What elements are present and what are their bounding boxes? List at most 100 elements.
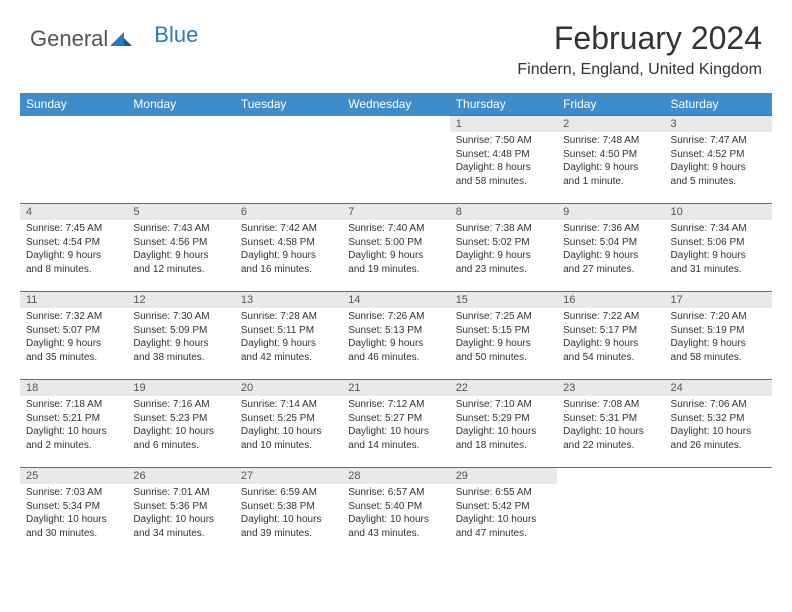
day-content: Sunrise: 7:20 AMSunset: 5:19 PMDaylight:… <box>665 308 772 368</box>
sunrise-text: Sunrise: 7:10 AM <box>456 398 551 412</box>
calendar-day-cell: 8Sunrise: 7:38 AMSunset: 5:02 PMDaylight… <box>450 204 557 292</box>
day-number: 3 <box>665 116 772 132</box>
sunset-text: Sunset: 4:56 PM <box>133 236 228 250</box>
daylight-line1: Daylight: 9 hours <box>563 161 658 175</box>
day-content: Sunrise: 7:42 AMSunset: 4:58 PMDaylight:… <box>235 220 342 280</box>
calendar-body: 1Sunrise: 7:50 AMSunset: 4:48 PMDaylight… <box>20 116 772 556</box>
day-content: Sunrise: 7:36 AMSunset: 5:04 PMDaylight:… <box>557 220 664 280</box>
calendar-day-cell: 5Sunrise: 7:43 AMSunset: 4:56 PMDaylight… <box>127 204 234 292</box>
day-content: Sunrise: 7:14 AMSunset: 5:25 PMDaylight:… <box>235 396 342 456</box>
day-number: 19 <box>127 380 234 396</box>
sunset-text: Sunset: 5:21 PM <box>26 412 121 426</box>
calendar-day-cell <box>557 468 664 556</box>
sunset-text: Sunset: 5:04 PM <box>563 236 658 250</box>
calendar-day-cell: 13Sunrise: 7:28 AMSunset: 5:11 PMDayligh… <box>235 292 342 380</box>
sunrise-text: Sunrise: 7:08 AM <box>563 398 658 412</box>
daylight-line1: Daylight: 9 hours <box>671 249 766 263</box>
daylight-line2: and 18 minutes. <box>456 439 551 453</box>
day-number: 10 <box>665 204 772 220</box>
sunrise-text: Sunrise: 7:25 AM <box>456 310 551 324</box>
sunrise-text: Sunrise: 7:12 AM <box>348 398 443 412</box>
daylight-line2: and 16 minutes. <box>241 263 336 277</box>
sunrise-text: Sunrise: 7:30 AM <box>133 310 228 324</box>
daylight-line2: and 35 minutes. <box>26 351 121 365</box>
day-number: 28 <box>342 468 449 484</box>
daylight-line1: Daylight: 10 hours <box>456 425 551 439</box>
day-number: 25 <box>20 468 127 484</box>
daylight-line1: Daylight: 10 hours <box>456 513 551 527</box>
calendar-week-row: 4Sunrise: 7:45 AMSunset: 4:54 PMDaylight… <box>20 204 772 292</box>
day-content: Sunrise: 7:25 AMSunset: 5:15 PMDaylight:… <box>450 308 557 368</box>
day-content: Sunrise: 7:08 AMSunset: 5:31 PMDaylight:… <box>557 396 664 456</box>
calendar-table: SundayMondayTuesdayWednesdayThursdayFrid… <box>20 93 772 556</box>
sunrise-text: Sunrise: 7:26 AM <box>348 310 443 324</box>
empty-day <box>235 116 342 132</box>
calendar-day-cell: 1Sunrise: 7:50 AMSunset: 4:48 PMDaylight… <box>450 116 557 204</box>
calendar-day-cell: 12Sunrise: 7:30 AMSunset: 5:09 PMDayligh… <box>127 292 234 380</box>
sunrise-text: Sunrise: 6:59 AM <box>241 486 336 500</box>
daylight-line1: Daylight: 10 hours <box>133 513 228 527</box>
sunrise-text: Sunrise: 7:01 AM <box>133 486 228 500</box>
daylight-line1: Daylight: 9 hours <box>456 337 551 351</box>
sunset-text: Sunset: 5:13 PM <box>348 324 443 338</box>
sunset-text: Sunset: 4:58 PM <box>241 236 336 250</box>
empty-day <box>127 116 234 132</box>
daylight-line1: Daylight: 9 hours <box>671 337 766 351</box>
daylight-line1: Daylight: 10 hours <box>241 513 336 527</box>
day-number: 26 <box>127 468 234 484</box>
sunset-text: Sunset: 5:38 PM <box>241 500 336 514</box>
day-number: 18 <box>20 380 127 396</box>
sunset-text: Sunset: 5:11 PM <box>241 324 336 338</box>
sunset-text: Sunset: 5:17 PM <box>563 324 658 338</box>
sunrise-text: Sunrise: 6:57 AM <box>348 486 443 500</box>
sunset-text: Sunset: 5:27 PM <box>348 412 443 426</box>
day-content: Sunrise: 7:18 AMSunset: 5:21 PMDaylight:… <box>20 396 127 456</box>
daylight-line1: Daylight: 8 hours <box>456 161 551 175</box>
day-number: 8 <box>450 204 557 220</box>
sunset-text: Sunset: 4:52 PM <box>671 148 766 162</box>
daylight-line1: Daylight: 10 hours <box>26 513 121 527</box>
daylight-line2: and 10 minutes. <box>241 439 336 453</box>
day-content: Sunrise: 7:34 AMSunset: 5:06 PMDaylight:… <box>665 220 772 280</box>
weekday-header: Saturday <box>665 93 772 116</box>
daylight-line2: and 2 minutes. <box>26 439 121 453</box>
day-number: 7 <box>342 204 449 220</box>
day-number: 4 <box>20 204 127 220</box>
day-content: Sunrise: 7:22 AMSunset: 5:17 PMDaylight:… <box>557 308 664 368</box>
day-content: Sunrise: 6:57 AMSunset: 5:40 PMDaylight:… <box>342 484 449 544</box>
day-number: 24 <box>665 380 772 396</box>
location: Findern, England, United Kingdom <box>517 61 762 79</box>
calendar-week-row: 18Sunrise: 7:18 AMSunset: 5:21 PMDayligh… <box>20 380 772 468</box>
daylight-line1: Daylight: 10 hours <box>133 425 228 439</box>
sunset-text: Sunset: 4:54 PM <box>26 236 121 250</box>
day-content: Sunrise: 7:26 AMSunset: 5:13 PMDaylight:… <box>342 308 449 368</box>
daylight-line2: and 12 minutes. <box>133 263 228 277</box>
daylight-line2: and 50 minutes. <box>456 351 551 365</box>
sunrise-text: Sunrise: 7:42 AM <box>241 222 336 236</box>
daylight-line1: Daylight: 9 hours <box>563 249 658 263</box>
calendar-day-cell: 28Sunrise: 6:57 AMSunset: 5:40 PMDayligh… <box>342 468 449 556</box>
daylight-line2: and 31 minutes. <box>671 263 766 277</box>
daylight-line2: and 22 minutes. <box>563 439 658 453</box>
sunrise-text: Sunrise: 7:50 AM <box>456 134 551 148</box>
day-number: 12 <box>127 292 234 308</box>
sunset-text: Sunset: 5:09 PM <box>133 324 228 338</box>
sunset-text: Sunset: 5:15 PM <box>456 324 551 338</box>
calendar-day-cell <box>20 116 127 204</box>
day-number: 21 <box>342 380 449 396</box>
day-content: Sunrise: 7:48 AMSunset: 4:50 PMDaylight:… <box>557 132 664 192</box>
calendar-day-cell: 16Sunrise: 7:22 AMSunset: 5:17 PMDayligh… <box>557 292 664 380</box>
day-content: Sunrise: 7:43 AMSunset: 4:56 PMDaylight:… <box>127 220 234 280</box>
logo-mark-icon <box>110 26 132 52</box>
sunrise-text: Sunrise: 7:48 AM <box>563 134 658 148</box>
daylight-line1: Daylight: 9 hours <box>671 161 766 175</box>
sunrise-text: Sunrise: 7:18 AM <box>26 398 121 412</box>
day-number: 20 <box>235 380 342 396</box>
daylight-line2: and 6 minutes. <box>133 439 228 453</box>
daylight-line2: and 27 minutes. <box>563 263 658 277</box>
sunrise-text: Sunrise: 7:34 AM <box>671 222 766 236</box>
day-content: Sunrise: 7:38 AMSunset: 5:02 PMDaylight:… <box>450 220 557 280</box>
calendar-day-cell: 2Sunrise: 7:48 AMSunset: 4:50 PMDaylight… <box>557 116 664 204</box>
empty-day <box>342 116 449 132</box>
calendar-day-cell <box>235 116 342 204</box>
